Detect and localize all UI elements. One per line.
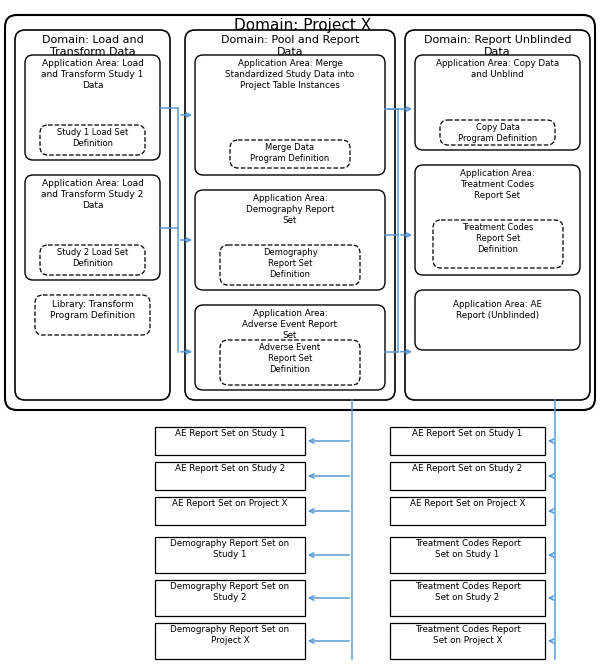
Text: Application Area:
Demography Report
Set: Application Area: Demography Report Set bbox=[246, 194, 334, 225]
FancyBboxPatch shape bbox=[25, 55, 160, 160]
Text: AE Report Set on Study 2: AE Report Set on Study 2 bbox=[412, 464, 522, 473]
Text: AE Report Set on Study 2: AE Report Set on Study 2 bbox=[175, 464, 285, 473]
FancyBboxPatch shape bbox=[415, 290, 580, 350]
FancyBboxPatch shape bbox=[405, 30, 590, 400]
Text: Copy Data
Program Definition: Copy Data Program Definition bbox=[458, 123, 537, 143]
Bar bbox=[390, 497, 545, 525]
Bar bbox=[155, 462, 305, 490]
FancyBboxPatch shape bbox=[40, 245, 145, 275]
Text: Application Area: Copy Data
and Unblind: Application Area: Copy Data and Unblind bbox=[436, 59, 559, 79]
Bar bbox=[155, 427, 305, 455]
Bar bbox=[155, 580, 305, 616]
Text: AE Report Set on Project X: AE Report Set on Project X bbox=[410, 499, 525, 508]
Text: Application Area:
Treatment Codes
Report Set: Application Area: Treatment Codes Report… bbox=[460, 169, 535, 201]
Bar bbox=[390, 462, 545, 490]
Text: Study 2 Load Set
Definition: Study 2 Load Set Definition bbox=[57, 248, 128, 268]
FancyBboxPatch shape bbox=[415, 55, 580, 150]
Bar bbox=[155, 623, 305, 659]
Bar bbox=[390, 580, 545, 616]
Text: Application Area: Load
and Transform Study 1
Data: Application Area: Load and Transform Stu… bbox=[41, 59, 144, 90]
Text: Merge Data
Program Definition: Merge Data Program Definition bbox=[250, 143, 330, 163]
FancyBboxPatch shape bbox=[195, 55, 385, 175]
Text: Domain: Report Unblinded
Data: Domain: Report Unblinded Data bbox=[424, 35, 571, 57]
Text: Demography
Report Set
Definition: Demography Report Set Definition bbox=[262, 248, 318, 279]
FancyBboxPatch shape bbox=[415, 165, 580, 275]
FancyBboxPatch shape bbox=[440, 120, 555, 145]
Bar bbox=[390, 623, 545, 659]
FancyBboxPatch shape bbox=[230, 140, 350, 168]
Text: Treatment Codes Report
Set on Study 2: Treatment Codes Report Set on Study 2 bbox=[415, 582, 521, 602]
FancyBboxPatch shape bbox=[195, 190, 385, 290]
Text: Demography Report Set on
Study 1: Demography Report Set on Study 1 bbox=[170, 539, 290, 559]
FancyBboxPatch shape bbox=[40, 125, 145, 155]
Bar bbox=[155, 537, 305, 573]
Text: Demography Report Set on
Project X: Demography Report Set on Project X bbox=[170, 625, 290, 645]
FancyBboxPatch shape bbox=[5, 15, 595, 410]
Text: Application Area:
Adverse Event Report
Set: Application Area: Adverse Event Report S… bbox=[242, 309, 338, 340]
Text: Domain: Load and
Transform Data: Domain: Load and Transform Data bbox=[42, 35, 144, 57]
Text: Domain: Pool and Report
Data: Domain: Pool and Report Data bbox=[221, 35, 359, 57]
Bar bbox=[155, 497, 305, 525]
Text: Application Area: Merge
Standardized Study Data into
Project Table Instances: Application Area: Merge Standardized Stu… bbox=[225, 59, 355, 90]
Text: Domain: Project X: Domain: Project X bbox=[235, 18, 371, 33]
Text: Treatment Codes Report
Set on Project X: Treatment Codes Report Set on Project X bbox=[415, 625, 521, 645]
Text: Library: Transform
Program Definition: Library: Transform Program Definition bbox=[50, 300, 135, 320]
Text: AE Report Set on Study 1: AE Report Set on Study 1 bbox=[175, 429, 285, 438]
Text: Study 1 Load Set
Definition: Study 1 Load Set Definition bbox=[57, 128, 128, 148]
Text: Adverse Event
Report Set
Definition: Adverse Event Report Set Definition bbox=[259, 343, 321, 374]
Text: AE Report Set on Project X: AE Report Set on Project X bbox=[172, 499, 288, 508]
Text: Application Area: Load
and Transform Study 2
Data: Application Area: Load and Transform Stu… bbox=[41, 179, 144, 210]
Bar bbox=[390, 537, 545, 573]
Bar bbox=[390, 427, 545, 455]
Text: Demography Report Set on
Study 2: Demography Report Set on Study 2 bbox=[170, 582, 290, 602]
FancyBboxPatch shape bbox=[433, 220, 563, 268]
Text: AE Report Set on Study 1: AE Report Set on Study 1 bbox=[412, 429, 522, 438]
FancyBboxPatch shape bbox=[35, 295, 150, 335]
FancyBboxPatch shape bbox=[185, 30, 395, 400]
FancyBboxPatch shape bbox=[25, 175, 160, 280]
FancyBboxPatch shape bbox=[220, 340, 360, 385]
Text: Application Area: AE
Report (Unblinded): Application Area: AE Report (Unblinded) bbox=[453, 300, 542, 320]
FancyBboxPatch shape bbox=[15, 30, 170, 400]
FancyBboxPatch shape bbox=[220, 245, 360, 285]
Text: Treatment Codes
Report Set
Definition: Treatment Codes Report Set Definition bbox=[462, 223, 534, 254]
Text: Treatment Codes Report
Set on Study 1: Treatment Codes Report Set on Study 1 bbox=[415, 539, 521, 559]
FancyBboxPatch shape bbox=[195, 305, 385, 390]
